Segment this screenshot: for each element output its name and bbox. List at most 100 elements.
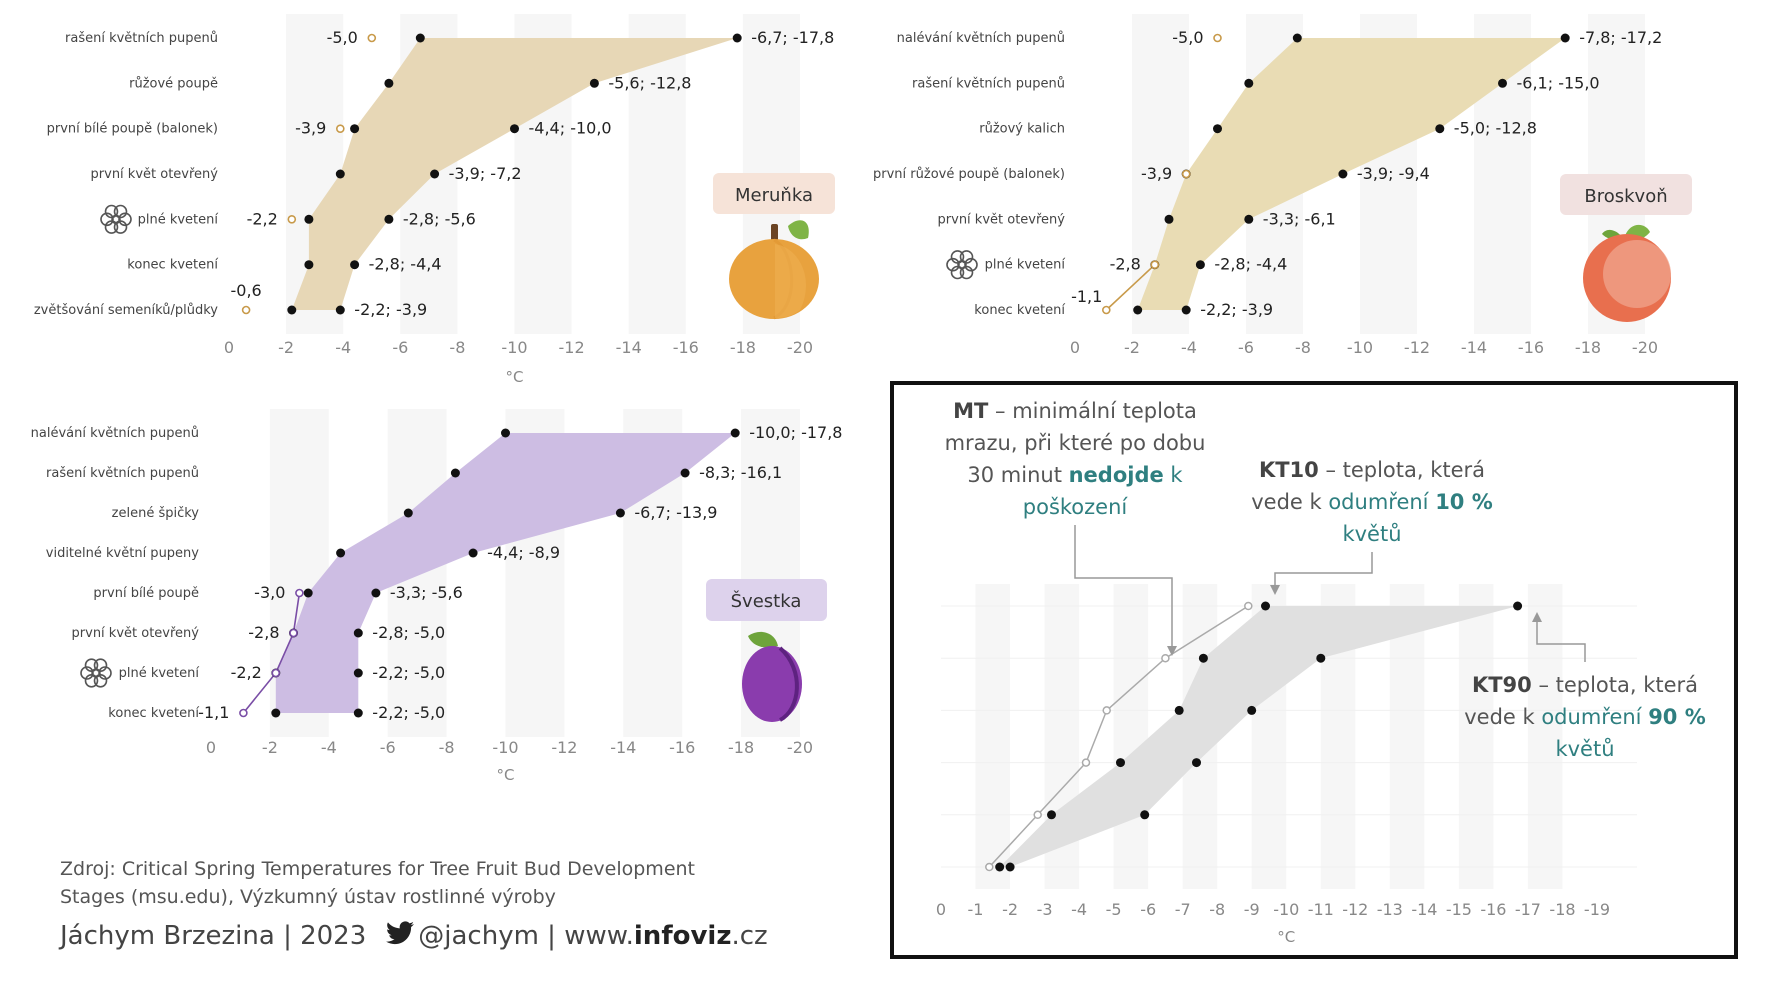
x-tick-label: -11 — [1308, 900, 1334, 919]
legend-kt90-callout — [1536, 622, 1586, 662]
legend-mt-arrowhead — [1167, 646, 1177, 656]
kt10-point — [995, 862, 1005, 872]
x-tick-label: -1 — [968, 900, 984, 919]
mt-value-label: -3,0 — [254, 583, 285, 602]
plum-icon — [742, 631, 802, 722]
kt-value-label: -4,4; -8,9 — [487, 543, 560, 562]
badge-švestka: Švestka — [706, 579, 827, 621]
twitter-handle[interactable]: @jachym — [418, 921, 539, 951]
mt-value-label: -3,9 — [1141, 164, 1172, 183]
kt90-point — [384, 214, 394, 224]
stage-label: viditelné květní pupeny — [46, 546, 200, 561]
kt10-point — [271, 708, 281, 718]
mt-line — [988, 605, 1249, 868]
legend-kt90-text-1: KT90 – teplota, která — [1472, 673, 1698, 697]
kt-value-label: -6,7; -17,8 — [751, 28, 834, 47]
kt10-point — [450, 468, 460, 478]
stage-label: plné kvetení — [138, 212, 219, 227]
x-tick-label: -18 — [1575, 338, 1601, 357]
stage-label: nalévání květních pupenů — [897, 31, 1065, 46]
mt-point — [367, 33, 377, 43]
kt10-point — [1116, 758, 1125, 768]
flower-petal — [946, 257, 960, 272]
kt10-point — [1047, 810, 1056, 820]
x-tick-label: -12 — [551, 738, 577, 757]
kt-value-label: -4,4; -10,0 — [529, 119, 612, 138]
website-link[interactable]: www.infoviz.cz — [564, 921, 768, 951]
kt10-point — [415, 33, 425, 43]
kt90-point — [335, 305, 345, 315]
mt-value-label: -5,0 — [327, 28, 358, 47]
flower-petal — [100, 212, 114, 227]
credit-separator: | — [538, 921, 565, 951]
kt90-point — [1316, 653, 1326, 663]
kt90-point — [1435, 124, 1445, 134]
x-tick-label: -16 — [673, 338, 699, 357]
x-tick-label: -10 — [501, 338, 527, 357]
chart-broskvoň: nalévání květních pupenů rašení květních … — [873, 14, 1662, 357]
twitter-bird-icon[interactable] — [386, 921, 415, 952]
kt90-point — [1192, 758, 1201, 768]
kt90-point — [1247, 705, 1257, 715]
kt-value-label: -2,2; -5,0 — [372, 663, 445, 682]
mt-value-label: -2,2 — [247, 209, 278, 228]
legend-panel: 0 -1 -2 -3 -4 -5 -6 -7 -8 -9 -10 -11 -12 -13 -14 -15 -16… — [890, 381, 1738, 959]
flower-center — [111, 214, 121, 225]
kt-value-label: -2,8; -5,0 — [372, 623, 445, 642]
x-tick-label: -14 — [1461, 338, 1487, 357]
kt90-point — [371, 588, 381, 598]
mt-value-label: -5,0 — [1172, 28, 1203, 47]
kt10-point — [350, 124, 360, 134]
x-tick-label: -12 — [1404, 338, 1430, 357]
mt-point — [335, 124, 345, 133]
flower-petal — [118, 212, 132, 227]
mt-line — [1105, 264, 1156, 311]
grid-band — [1458, 584, 1494, 889]
kt90-point — [615, 508, 625, 518]
legend-frame — [890, 381, 1738, 959]
stage-label: konec kvetení — [974, 303, 1065, 318]
mt-point — [1102, 305, 1111, 315]
source-note: Zdroj: Critical Spring Temperatures for … — [60, 858, 695, 908]
x-tick-label: -18 — [728, 738, 754, 757]
x-tick-label: -4 — [321, 738, 337, 757]
x-tick-label: -16 — [1480, 900, 1506, 919]
kt-value-label: -3,9; -9,4 — [1357, 164, 1430, 183]
kt-value-label: -10,0; -17,8 — [749, 423, 842, 442]
x-tick-label: -6 — [1140, 900, 1156, 919]
x-tick-label: -14 — [1411, 900, 1437, 919]
grid-band — [1527, 584, 1563, 889]
flower-petal — [950, 250, 965, 264]
kt-value-label: -2,2; -3,9 — [1200, 300, 1273, 319]
x-tick-label: -3 — [1037, 900, 1053, 919]
kt10-point — [1133, 305, 1143, 315]
kt10-point — [336, 548, 346, 558]
stage-label: plné kvetení — [119, 666, 200, 681]
kt-range-area — [1137, 38, 1566, 310]
mt-point — [287, 215, 297, 224]
x-tick-label: 0 — [1070, 338, 1080, 357]
kt-value-label: -2,8; -4,4 — [1214, 255, 1287, 274]
x-tick-label: -12 — [559, 338, 585, 357]
mt-line — [242, 592, 301, 714]
kt90-point — [1244, 214, 1254, 224]
kt10-point — [1261, 601, 1270, 611]
mt-point — [1150, 260, 1160, 270]
legend-kt10-callout — [1274, 552, 1373, 585]
x-tick-label: 0 — [224, 338, 234, 357]
flower-petal — [113, 220, 128, 234]
legend-kt10-arrowhead — [1270, 585, 1280, 595]
x-tick-label: -19 — [1584, 900, 1610, 919]
legend-kt90-text-2: vede k odumření 90 % — [1464, 705, 1706, 729]
kt90-point — [510, 124, 519, 134]
x-tick-label: -16 — [1518, 338, 1544, 357]
stage-label: rašení květních pupenů — [912, 76, 1065, 91]
kt10-point — [304, 260, 314, 270]
flower-petal — [93, 673, 108, 688]
kt90-point — [589, 78, 599, 88]
kt90-point — [430, 169, 440, 179]
kt90-point — [1513, 601, 1523, 611]
x-tick-label: 0 — [206, 738, 216, 757]
kt90-point — [1195, 260, 1205, 270]
flower-icon — [100, 204, 132, 234]
